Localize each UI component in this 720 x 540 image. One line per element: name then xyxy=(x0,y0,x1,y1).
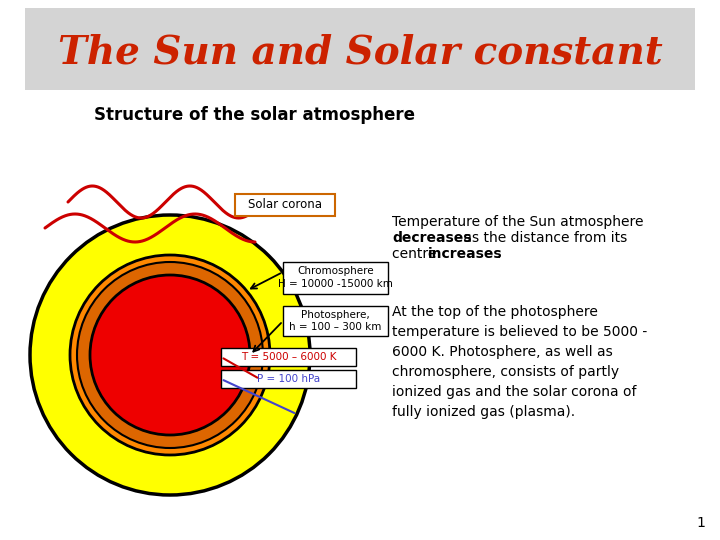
Text: increases: increases xyxy=(428,247,503,261)
Text: Structure of the solar atmosphere: Structure of the solar atmosphere xyxy=(94,106,415,124)
Bar xyxy=(283,262,388,294)
Circle shape xyxy=(77,262,263,448)
Text: h = 100 – 300 km: h = 100 – 300 km xyxy=(289,322,382,332)
Text: Solar corona: Solar corona xyxy=(248,199,322,212)
Text: Temperature of the Sun atmosphere: Temperature of the Sun atmosphere xyxy=(392,215,644,229)
Bar xyxy=(25,8,695,90)
Text: decreases: decreases xyxy=(392,231,472,245)
Text: H = 10000 -15000 km: H = 10000 -15000 km xyxy=(278,279,393,289)
Text: centre: centre xyxy=(392,247,441,261)
Text: The Sun and Solar constant: The Sun and Solar constant xyxy=(58,33,662,71)
Bar xyxy=(221,348,356,366)
Text: 1: 1 xyxy=(696,516,705,530)
Circle shape xyxy=(70,255,270,455)
Bar xyxy=(221,370,356,388)
Bar xyxy=(283,306,388,336)
Text: P = 100 hPa: P = 100 hPa xyxy=(257,374,320,384)
Text: At the top of the photosphere
temperature is believed to be 5000 -
6000 K. Photo: At the top of the photosphere temperatur… xyxy=(392,305,647,419)
Text: Photosphere,: Photosphere, xyxy=(301,310,370,320)
Text: as the distance from its: as the distance from its xyxy=(459,231,627,245)
Bar xyxy=(235,194,335,216)
Text: Chromosphere: Chromosphere xyxy=(297,266,374,276)
Text: T = 5000 – 6000 K: T = 5000 – 6000 K xyxy=(240,352,336,362)
Text: .: . xyxy=(496,247,500,261)
Circle shape xyxy=(30,215,310,495)
Circle shape xyxy=(90,275,250,435)
